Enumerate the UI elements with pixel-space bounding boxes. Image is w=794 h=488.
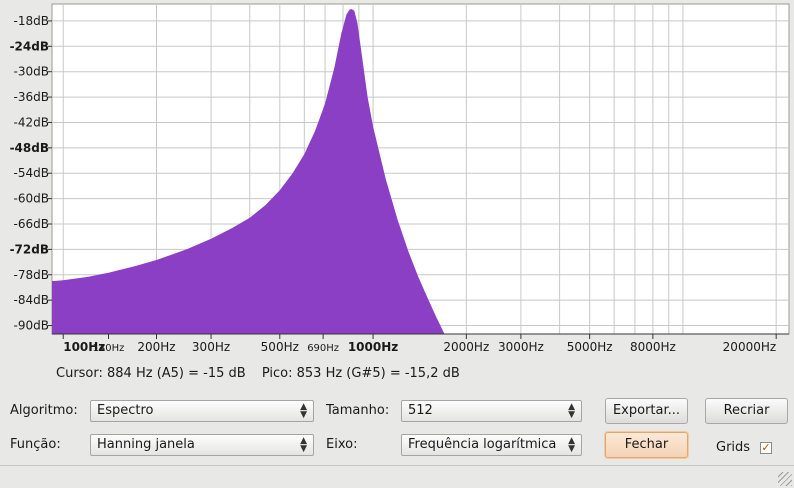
- x-tick-label: 500Hz: [261, 340, 299, 354]
- function-value: Hanning janela: [97, 437, 195, 452]
- y-tick-label: -24dB: [10, 39, 49, 53]
- cursor-readout: Cursor: 884 Hz (A5) = -15 dB: [56, 366, 246, 381]
- grids-checkbox[interactable]: ✓: [760, 441, 772, 454]
- x-tick-label: 200Hz: [137, 340, 175, 354]
- y-tick-label: -36dB: [14, 90, 49, 104]
- axis-select[interactable]: Frequência logarítmica ▲ ▼: [401, 434, 582, 456]
- x-tick-label: 690Hz: [307, 343, 339, 354]
- updown-arrows-icon: ▲ ▼: [568, 402, 575, 420]
- x-tick-label: 140Hz: [93, 343, 125, 354]
- x-tick-label: 300Hz: [192, 340, 230, 354]
- updown-arrows-icon: ▲ ▼: [300, 436, 307, 454]
- y-tick-label: -18dB: [14, 14, 49, 28]
- x-tick-label: 1000Hz: [348, 340, 398, 354]
- function-label: Função:: [10, 437, 61, 452]
- size-value: 512: [408, 403, 433, 418]
- y-tick-label: -72dB: [10, 242, 49, 256]
- spectrum-chart: -18dB -24dB -30dB -36dB -42dB -48dB -54dB -60dB…: [10, 3, 790, 354]
- y-tick-label: -48dB: [10, 141, 49, 155]
- x-tick-label: 100Hz: [63, 340, 105, 354]
- x-tick-label: 5000Hz: [567, 340, 613, 354]
- export-button[interactable]: Exportar...: [605, 398, 688, 424]
- size-select[interactable]: 512 ▲ ▼: [401, 400, 582, 422]
- algorithm-select[interactable]: Espectro ▲ ▼: [90, 400, 314, 422]
- replot-button[interactable]: Recriar: [705, 398, 788, 424]
- x-tick-label: 3000Hz: [498, 340, 544, 354]
- x-tick-label: 20000Hz: [723, 340, 777, 354]
- status-bar: [0, 465, 794, 488]
- x-tick-label: 8000Hz: [630, 340, 676, 354]
- spectrum-plot[interactable]: -18dB -24dB -30dB -36dB -42dB -48dB -54dB -60dB…: [0, 0, 794, 360]
- y-tick-label: -78dB: [14, 268, 49, 282]
- x-tick-label: 2000Hz: [443, 340, 489, 354]
- y-tick-label: -54dB: [14, 166, 49, 180]
- close-button[interactable]: Fechar: [605, 432, 688, 458]
- updown-arrows-icon: ▲ ▼: [568, 436, 575, 454]
- y-tick-label: -84dB: [14, 293, 49, 307]
- algorithm-label: Algoritmo:: [10, 403, 78, 418]
- y-tick-label: -42dB: [14, 115, 49, 129]
- updown-arrows-icon: ▲ ▼: [300, 402, 307, 420]
- y-tick-label: -90dB: [14, 319, 49, 333]
- axis-label: Eixo:: [326, 437, 358, 452]
- peak-readout: Pico: 853 Hz (G#5) = -15,2 dB: [261, 366, 460, 381]
- grids-label: Grids: [716, 440, 751, 455]
- y-tick-label: -66dB: [14, 217, 49, 231]
- y-tick-label: -60dB: [14, 192, 49, 206]
- axis-value: Frequência logarítmica: [408, 437, 557, 452]
- y-tick-label: -30dB: [14, 65, 49, 79]
- readout-line: Cursor: 884 Hz (A5) = -15 dB Pico: 853 H…: [56, 366, 472, 381]
- spectrum-area: [52, 9, 445, 334]
- algorithm-value: Espectro: [97, 403, 154, 418]
- size-label: Tamanho:: [326, 403, 390, 418]
- resize-grip-icon[interactable]: [778, 472, 792, 486]
- function-select[interactable]: Hanning janela ▲ ▼: [90, 434, 314, 456]
